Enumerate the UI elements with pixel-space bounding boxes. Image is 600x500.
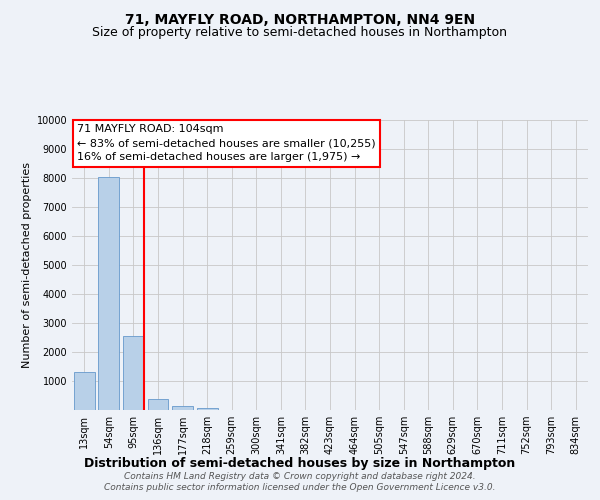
Text: 71, MAYFLY ROAD, NORTHAMPTON, NN4 9EN: 71, MAYFLY ROAD, NORTHAMPTON, NN4 9EN [125, 12, 475, 26]
Bar [98, 176, 119, 410]
Text: Size of property relative to semi-detached houses in Northampton: Size of property relative to semi-detach… [92, 26, 508, 39]
Bar [172, 406, 193, 410]
Text: Contains HM Land Registry data © Crown copyright and database right 2024.
Contai: Contains HM Land Registry data © Crown c… [104, 472, 496, 492]
Bar [148, 400, 169, 410]
Text: 71 MAYFLY ROAD: 104sqm
← 83% of semi-detached houses are smaller (10,255)
16% of: 71 MAYFLY ROAD: 104sqm ← 83% of semi-det… [77, 124, 376, 162]
Bar [197, 408, 218, 410]
Bar [123, 336, 144, 410]
Bar [74, 372, 95, 410]
Y-axis label: Number of semi-detached properties: Number of semi-detached properties [22, 162, 32, 368]
Text: Distribution of semi-detached houses by size in Northampton: Distribution of semi-detached houses by … [85, 458, 515, 470]
